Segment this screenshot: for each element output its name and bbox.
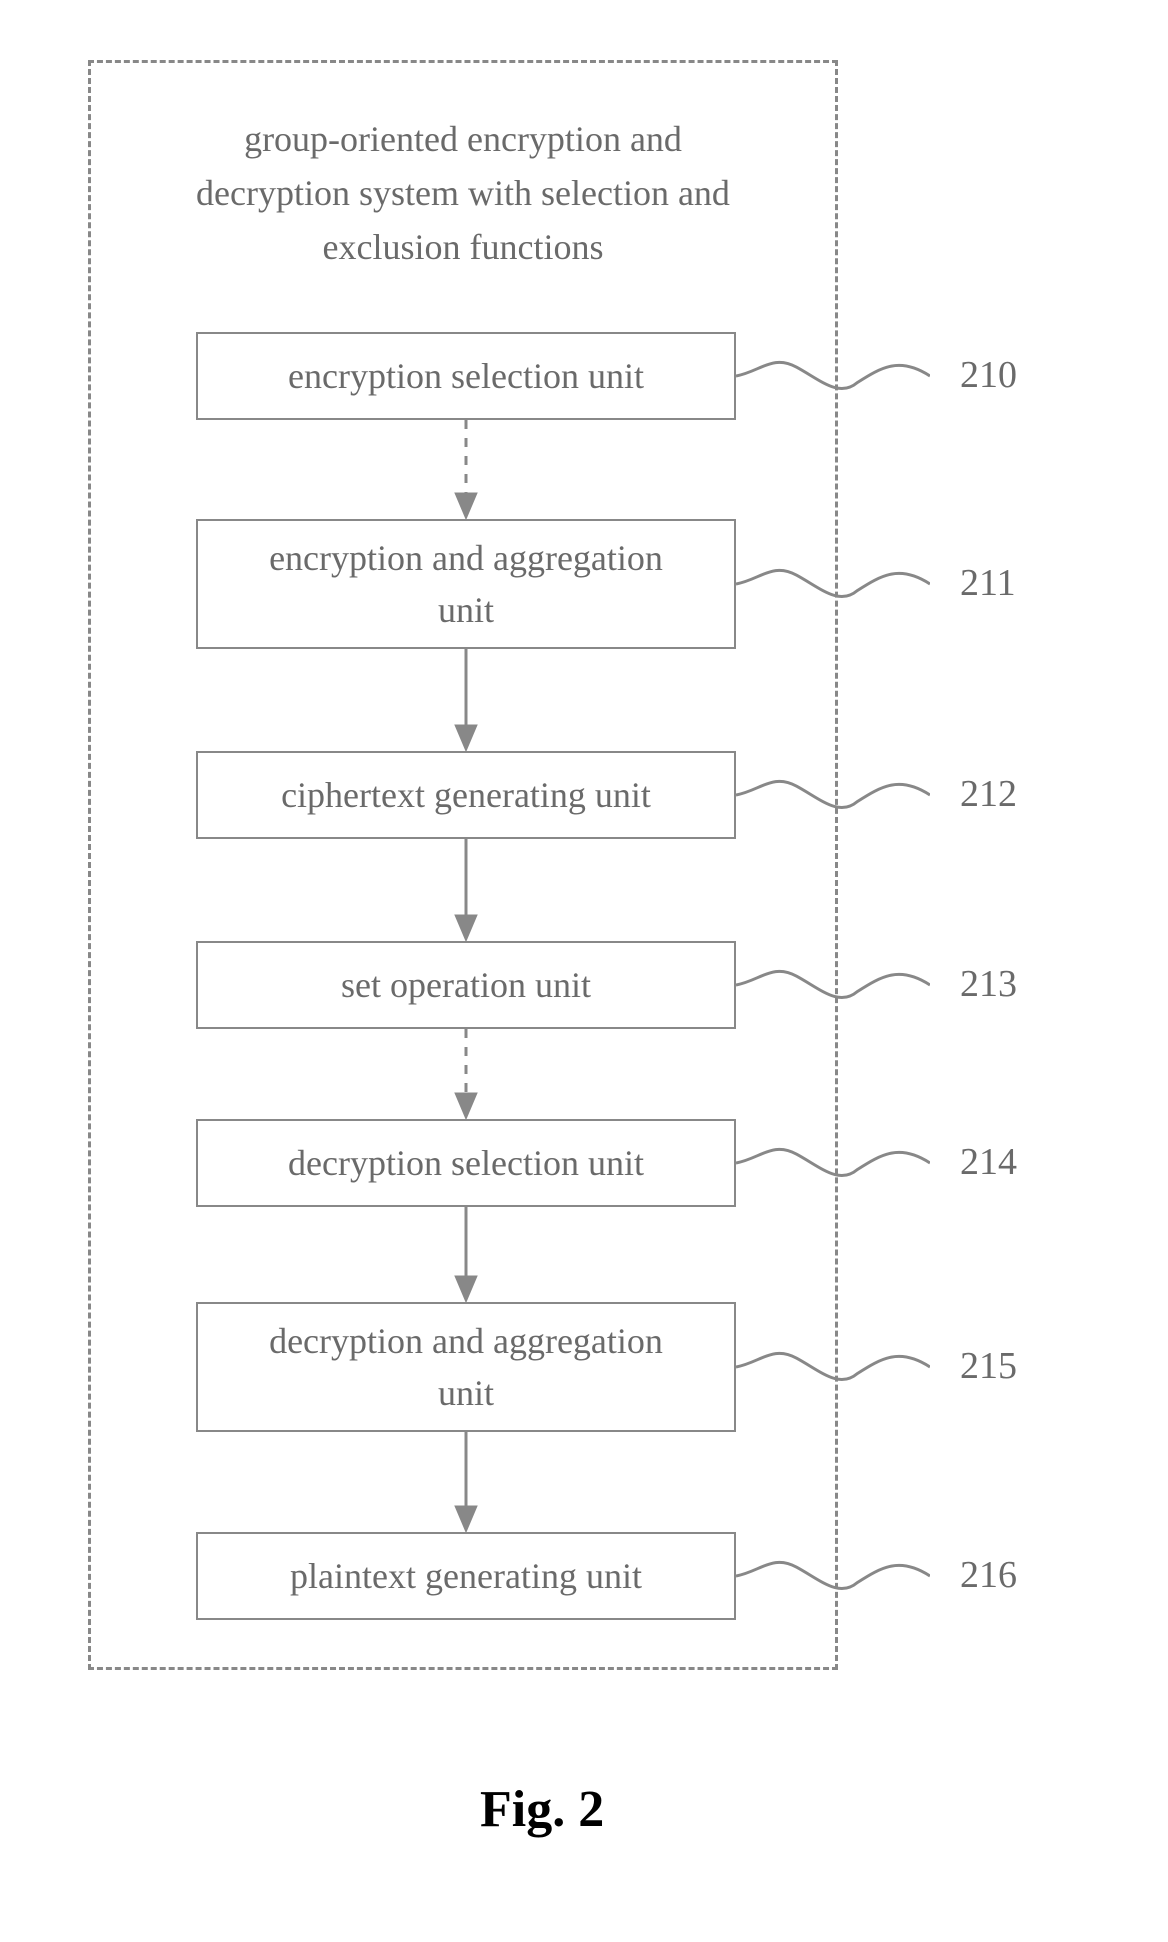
connector-squiggle xyxy=(736,350,930,402)
diagram-canvas: group-oriented encryption anddecryption … xyxy=(0,0,1168,1942)
reference-number: 213 xyxy=(960,962,1017,1006)
decryption-selection-unit: decryption selection unit xyxy=(196,1119,736,1207)
connector-squiggle xyxy=(736,1550,930,1602)
unit-label: plaintext generating unit xyxy=(290,1550,642,1602)
figure-label: Fig. 2 xyxy=(480,1780,604,1839)
connector-squiggle xyxy=(736,959,930,1011)
system-title: group-oriented encryption anddecryption … xyxy=(150,112,776,274)
reference-number: 215 xyxy=(960,1344,1017,1388)
reference-number: 212 xyxy=(960,772,1017,816)
encryption-selection-unit: encryption selection unit xyxy=(196,332,736,420)
connector-squiggle xyxy=(736,769,930,821)
flow-arrow xyxy=(448,1207,484,1302)
flow-arrow xyxy=(448,420,484,519)
flow-arrow xyxy=(448,649,484,751)
unit-label: decryption and aggregationunit xyxy=(269,1315,663,1419)
unit-label: set operation unit xyxy=(341,959,591,1011)
decryption-aggregation-unit: decryption and aggregationunit xyxy=(196,1302,736,1432)
unit-label: encryption and aggregationunit xyxy=(269,532,663,636)
flow-arrow xyxy=(448,839,484,941)
flow-arrow xyxy=(448,1432,484,1532)
unit-label: encryption selection unit xyxy=(288,350,644,402)
unit-label: decryption selection unit xyxy=(288,1137,644,1189)
connector-squiggle xyxy=(736,558,930,610)
flow-arrow xyxy=(448,1029,484,1119)
set-operation-unit: set operation unit xyxy=(196,941,736,1029)
reference-number: 214 xyxy=(960,1140,1017,1184)
unit-label: ciphertext generating unit xyxy=(281,769,651,821)
ciphertext-generating-unit: ciphertext generating unit xyxy=(196,751,736,839)
reference-number: 211 xyxy=(960,561,1016,605)
plaintext-generating-unit: plaintext generating unit xyxy=(196,1532,736,1620)
connector-squiggle xyxy=(736,1341,930,1393)
reference-number: 210 xyxy=(960,353,1017,397)
connector-squiggle xyxy=(736,1137,930,1189)
reference-number: 216 xyxy=(960,1553,1017,1597)
encryption-aggregation-unit: encryption and aggregationunit xyxy=(196,519,736,649)
